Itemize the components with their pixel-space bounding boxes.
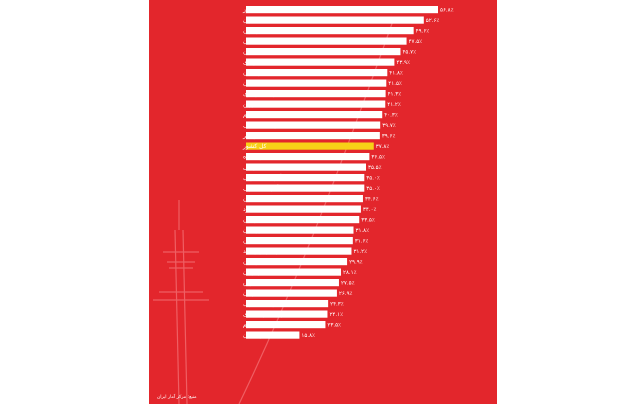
value-label-17: ۳۵.۰٪ — [366, 186, 380, 192]
category-label-21: خوزستان — [243, 227, 266, 234]
category-label-24: لرستان — [243, 259, 261, 266]
bar-25 — [246, 268, 341, 276]
category-label-26: فارس — [243, 280, 258, 287]
category-label-2: مازندران — [243, 28, 265, 35]
bar-19 — [246, 205, 361, 213]
value-label-4: ۴۵.۷٪ — [402, 50, 416, 56]
bar-9 — [246, 100, 386, 108]
value-label-16: ۳۵.۰٪ — [366, 176, 380, 182]
value-label-21: ۳۱.۸٪ — [355, 228, 369, 234]
value-label-6: ۴۱.۸٪ — [389, 71, 403, 77]
bar-10 — [246, 111, 383, 119]
bar-18 — [246, 195, 363, 203]
category-label-1: تهران — [243, 17, 257, 24]
category-label-8: خراسان رضوی — [243, 91, 281, 98]
value-label-18: ۳۴.۶٪ — [365, 197, 379, 203]
value-label-30: ۲۳.۵٪ — [327, 323, 341, 329]
category-label-29: چهارمحال و بختیاری — [243, 311, 293, 318]
bar-8 — [246, 90, 386, 98]
category-label-30: ایلام — [243, 322, 254, 329]
source-note: منبع: مرکز آمار ایران — [157, 394, 197, 400]
value-label-9: ۴۱.۲٪ — [387, 102, 401, 108]
chart-poster: ۵۶.۸٪ البرز ۵۲.۶٪ تهران ۴۹.۶٪ مازندران ۴۷.۵٪ سم… — [149, 0, 497, 404]
bar-30 — [246, 321, 326, 329]
value-label-19: ۳۴.۰٪ — [363, 207, 377, 213]
category-label-16: آذربایجان‌شرقی — [243, 173, 282, 182]
bar-21 — [246, 226, 354, 234]
category-label-0: البرز — [242, 7, 255, 14]
value-label-12: ۳۹.۶٪ — [382, 134, 396, 140]
category-label-13: کل کشور — [242, 143, 267, 150]
category-label-23: کهگیلویه و بویراحمد — [243, 247, 292, 255]
bar-4 — [246, 48, 401, 56]
bar-26 — [246, 279, 339, 287]
category-label-25: هرمزگان — [243, 268, 265, 276]
category-label-5: مرکزی — [243, 59, 260, 66]
value-label-27: ۲۶.۹٪ — [339, 291, 353, 297]
category-label-12: بوشهر — [242, 133, 259, 140]
value-label-25: ۲۸.۱٪ — [343, 270, 357, 276]
value-label-1: ۵۲.۶٪ — [426, 18, 440, 24]
category-label-4: گیلان — [243, 48, 256, 56]
value-label-2: ۴۹.۶٪ — [416, 29, 430, 35]
bar-2 — [246, 27, 414, 35]
bar-17 — [246, 184, 365, 192]
value-label-13: ۳۷.۸٪ — [376, 144, 390, 150]
bar-5 — [246, 58, 395, 66]
category-label-19: یزد — [243, 206, 251, 213]
category-label-9: قزوین — [243, 101, 258, 108]
value-label-22: ۳۱.۶٪ — [355, 239, 369, 245]
value-label-5: ۴۳.۹٪ — [396, 60, 410, 66]
value-label-24: ۲۹.۹٪ — [349, 260, 363, 266]
bar-27 — [246, 289, 337, 297]
bar-28 — [246, 300, 329, 308]
value-label-0: ۵۶.۸٪ — [440, 8, 454, 14]
category-label-28: خراسان جنوبی — [243, 301, 280, 308]
category-label-7: اصفهان — [243, 80, 262, 87]
category-label-27: کرمان — [243, 290, 259, 297]
bar-1 — [246, 16, 424, 24]
bar-3 — [246, 37, 407, 45]
bar-7 — [246, 79, 387, 87]
value-label-3: ۴۷.۵٪ — [409, 39, 423, 45]
value-label-10: ۴۰.۳٪ — [384, 113, 398, 119]
bar-0 — [246, 6, 438, 14]
bar-29 — [246, 310, 328, 318]
value-label-28: ۲۴.۳٪ — [330, 302, 344, 308]
bar-24 — [246, 258, 348, 266]
category-label-14: کرمانشاه — [243, 154, 266, 161]
category-label-11: خراسان شمالی — [243, 122, 282, 129]
value-label-23: ۳۱.۲٪ — [353, 249, 367, 255]
bar-12 — [246, 132, 380, 140]
bar-6 — [246, 69, 388, 77]
bar-14 — [246, 153, 370, 161]
value-label-7: ۴۱.۵٪ — [388, 81, 402, 87]
category-label-22: گلستان — [243, 237, 261, 245]
bar-11 — [246, 121, 381, 129]
bar-22 — [246, 237, 353, 245]
value-label-8: ۴۱.۳٪ — [388, 92, 402, 98]
bar-31 — [246, 331, 300, 339]
category-label-6: کردستان — [243, 70, 265, 77]
category-label-17: آذربایجان‌غربی — [243, 183, 279, 192]
value-label-11: ۳۹.۷٪ — [382, 123, 396, 129]
bar-16 — [246, 174, 365, 182]
category-label-15: اردبیل — [243, 164, 259, 171]
value-label-14: ۳۶.۵٪ — [371, 155, 385, 161]
value-label-31: ۱۵.۸٪ — [301, 333, 315, 339]
bar-13 — [246, 142, 374, 150]
bar-20 — [246, 216, 360, 224]
bar-23 — [246, 247, 352, 255]
value-label-20: ۳۳.۵٪ — [361, 218, 375, 224]
value-label-26: ۲۷.۵٪ — [341, 281, 355, 287]
bar-chart: ۵۶.۸٪ البرز ۵۲.۶٪ تهران ۴۹.۶٪ مازندران ۴۷.۵٪ سم… — [153, 6, 454, 404]
category-label-31: سیستان و بلوچستان — [243, 332, 294, 339]
value-label-15: ۳۵.۵٪ — [368, 165, 382, 171]
category-label-18: همدان — [243, 196, 259, 203]
category-label-10: قم — [243, 112, 250, 119]
value-label-29: ۲۴.۱٪ — [329, 312, 343, 318]
bar-15 — [246, 163, 366, 171]
category-label-3: سمنان — [243, 38, 260, 45]
category-label-20: زنجان — [243, 217, 258, 224]
